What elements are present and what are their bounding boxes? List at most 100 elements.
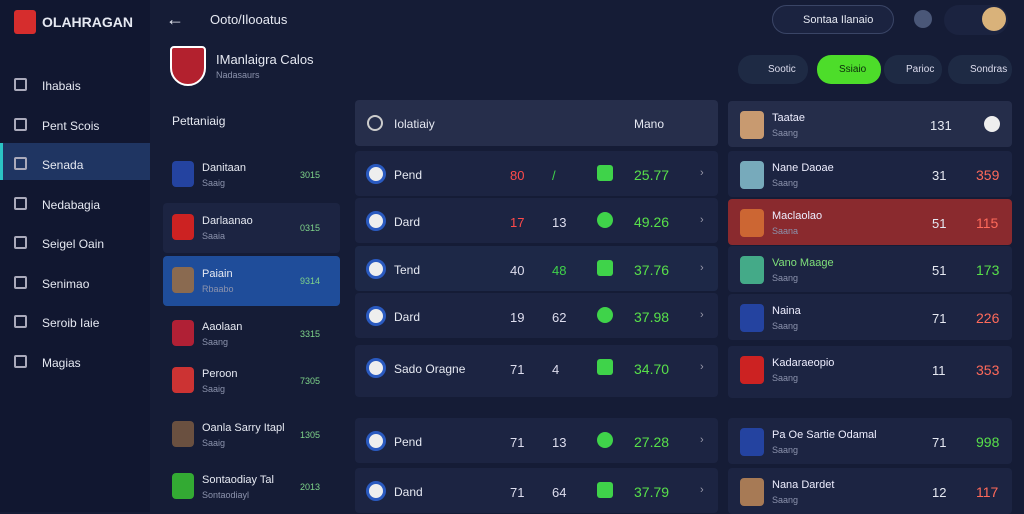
nav-item[interactable]: Senimao [42,276,90,291]
standing-name: Naina [772,305,801,317]
team-crest [170,46,206,86]
nav-item[interactable]: Nedabagia [42,197,101,212]
standing-sub: Saang [772,178,799,188]
match-row[interactable] [355,468,718,513]
chevron[interactable]: › [700,309,704,321]
chevron[interactable]: › [700,262,704,274]
match-a: 71 [510,485,525,500]
avatar [982,7,1006,31]
tab[interactable]: Parioc [884,55,942,84]
match-row[interactable] [355,293,718,338]
standing-row[interactable] [728,468,1012,514]
nav-item[interactable]: Ihabais [42,79,81,93]
match-b: 4 [552,362,560,377]
standing-row[interactable] [728,418,1012,464]
standing-row[interactable] [728,151,1012,197]
more-button[interactable] [984,116,1000,132]
match-row[interactable] [355,198,718,243]
standing-rank: 71 [932,311,947,326]
tab[interactable]: Sondras [948,55,1012,84]
match-a: 71 [510,435,525,450]
page-title: Ooto/Ilooatus [210,12,288,27]
match-name: Sado Oragne [394,362,466,376]
nav-item[interactable]: Pent Scois [42,118,100,133]
nav-item[interactable]: Magias [42,355,81,370]
standing-sub: Saang [772,445,799,455]
standing-score: 353 [976,362,1000,378]
nav-icon [14,354,27,368]
match-status [597,212,613,228]
header-label: Iolatiaiy [394,117,435,131]
nav-item[interactable]: Seroib Iaie [42,316,100,330]
match-value: 27.28 [634,434,670,450]
nav-icon [14,236,27,249]
standing-row[interactable] [728,346,1012,398]
standing-icon [740,111,764,139]
standing-rank: 131 [930,118,952,133]
player-icon [172,473,194,499]
nav-icon [14,315,27,328]
match-row[interactable] [355,151,718,196]
player-sub: Saaig [202,178,226,188]
standing-icon [740,356,764,384]
chevron[interactable]: › [700,214,704,226]
action-button[interactable]: Sontaa Ilanaio [772,5,894,34]
match-row[interactable] [355,418,718,463]
match-status [597,432,613,448]
standing-row[interactable] [728,199,1012,245]
match-name: Pend [394,168,423,182]
tab[interactable]: Sootic [738,55,808,84]
match-name: Dard [394,310,421,324]
match-a: 80 [510,168,525,183]
match-value: 49.26 [634,214,670,230]
player-name: Oanla Sarry Itapl [202,422,285,434]
chevron[interactable]: › [700,167,704,179]
standing-icon [740,256,764,284]
match-row[interactable] [355,345,718,397]
standing-score: 226 [976,310,1000,326]
standing-row[interactable] [728,246,1012,292]
player-value: 3315 [300,329,321,339]
nav-icon [14,275,27,289]
table-header [355,100,718,146]
nav-item[interactable]: Senada [42,158,84,172]
chevron[interactable]: › [700,361,704,373]
standing-score: 115 [976,215,999,231]
icon [367,115,383,131]
player-value: 2013 [300,482,321,492]
chevron[interactable]: › [700,434,704,446]
standing-rank: 12 [932,485,947,500]
sidebar [0,0,150,512]
player-value: 0315 [300,223,321,233]
nav-icon [14,196,27,210]
player-icon [172,267,194,293]
standing-rank: 51 [932,263,947,278]
logo [14,10,36,34]
match-row[interactable] [355,246,718,291]
standing-name: Taatae [772,112,806,124]
nav-icon [14,78,27,91]
match-a: 40 [510,263,525,278]
nav-item[interactable]: Seigel Oain [42,237,105,251]
player-value: 7305 [300,376,321,386]
standing-score: 998 [976,434,1000,450]
match-icon [366,259,386,279]
player-sub: Saaig [202,384,226,394]
match-status [597,359,613,375]
standing-sub: Saang [772,373,799,383]
standing-row[interactable] [728,294,1012,340]
standing-row[interactable] [728,101,1012,147]
icon[interactable] [914,10,932,28]
player-icon [172,367,194,393]
back-arrow[interactable]: ← [166,9,184,29]
player-sub: Rbaabo [202,284,234,294]
player-icon [172,161,194,187]
standing-sub: Saang [772,273,799,283]
chevron[interactable]: › [700,484,704,496]
player-sub: Saang [202,337,229,347]
standing-sub: Saang [772,495,799,505]
player-name: Danitaan [202,162,247,174]
header-label: Mano [634,117,665,131]
tab[interactable]: Ssiaio [817,55,881,84]
player-value: 3015 [300,170,321,180]
